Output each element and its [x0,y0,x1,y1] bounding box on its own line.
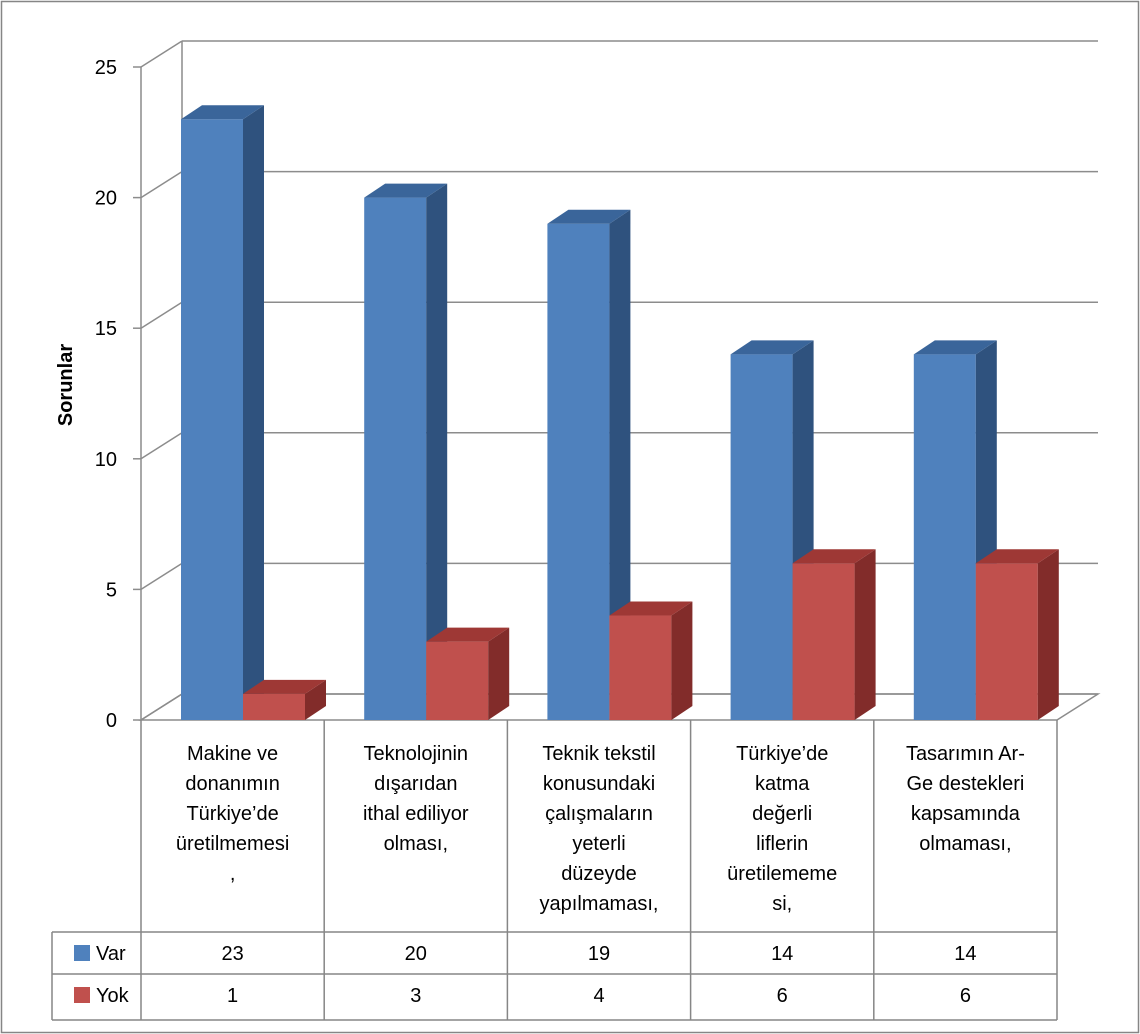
bar-yok-top [609,601,693,616]
bar-yok [426,641,489,720]
bar-var [364,197,427,721]
category-label: Tasarımın Ar- [906,743,1025,765]
data-table-cell: 6 [960,985,971,1007]
gridline-wall [140,40,183,68]
bar-var-top [364,183,448,198]
data-table-cell: 14 [771,943,793,965]
bar-var-side [609,209,631,720]
category-label: si, [772,893,792,915]
bar-var-side [426,183,448,721]
category-label: olması, [384,833,448,855]
bar-var [181,119,243,721]
category-label: olmaması, [919,833,1011,855]
bar-yok-side [1037,549,1059,720]
gridline-wall [140,301,183,329]
legend-key-yok [74,987,90,1003]
category-label: Teknik tekstil [542,743,655,765]
gridline-wall [140,170,183,199]
bar-yok [975,563,1038,720]
bar-var-top [913,340,997,355]
y-tick-label: 0 [106,710,117,732]
bar-yok-top [243,679,326,694]
category-label: üretilmemesi [176,833,289,855]
category-label: yapılmaması, [540,893,659,915]
bar-yok-side [488,627,510,720]
category-label: donanımın [185,773,280,795]
bar-yok [243,693,305,720]
bar-var [730,354,793,720]
data-table-cell: 14 [954,943,976,965]
category-label: Teknolojinin [364,743,469,765]
legend-key-var [74,945,90,961]
gridline-wall [140,432,183,460]
y-tick-label: 5 [106,579,117,601]
data-table-cell: 6 [777,985,788,1007]
bar-var-side [243,105,264,721]
category-label: değerli [752,803,812,825]
category-label: konusundaki [543,773,655,795]
data-table-cell: 1 [227,985,238,1007]
category-label: ithal ediliyor [363,803,469,825]
gridline-wall [140,562,183,591]
bar-yok [609,615,672,720]
bar-yok-side [854,549,876,720]
y-axis-label: Sorunlar [55,344,77,426]
bar-var [547,223,610,720]
bar-var-top [181,105,264,120]
legend-label: Var [96,943,126,965]
data-table-cell: 4 [593,985,604,1007]
category-label: dışarıdan [374,773,457,795]
legend-label: Yok [96,985,130,1007]
category-label: çalışmaların [545,803,653,825]
category-label: kapsamında [911,803,1021,825]
bar-var [913,354,976,720]
category-label: yeterli [572,833,625,855]
data-table-cell: 3 [410,985,421,1007]
bar-yok-top [975,549,1059,564]
bar-var-top [547,209,631,224]
y-tick-label: 15 [95,318,117,340]
y-tick-label: 25 [95,57,117,79]
category-label: liflerin [756,833,808,855]
data-table-cell: 23 [221,943,243,965]
y-tick-label: 20 [95,188,117,210]
bar-var-top [730,340,814,355]
bar-yok-top [792,549,876,564]
category-label: Makine ve [187,743,278,765]
bar-yok-side [671,601,693,720]
category-label: Türkiye’de [186,803,278,825]
bar-yok-side [305,679,326,720]
bar-yok-top [426,627,510,642]
bar-yok [792,563,855,720]
data-table-cell: 20 [405,943,427,965]
category-label: Türkiye’de [736,743,828,765]
y-tick-label: 10 [95,449,117,471]
category-label: , [230,863,236,885]
category-label: düzeyde [561,863,637,885]
category-label: Ge destekleri [906,773,1024,795]
data-table-cell: 19 [588,943,610,965]
category-label: katma [755,773,810,795]
category-label: üretilememe [727,863,837,885]
